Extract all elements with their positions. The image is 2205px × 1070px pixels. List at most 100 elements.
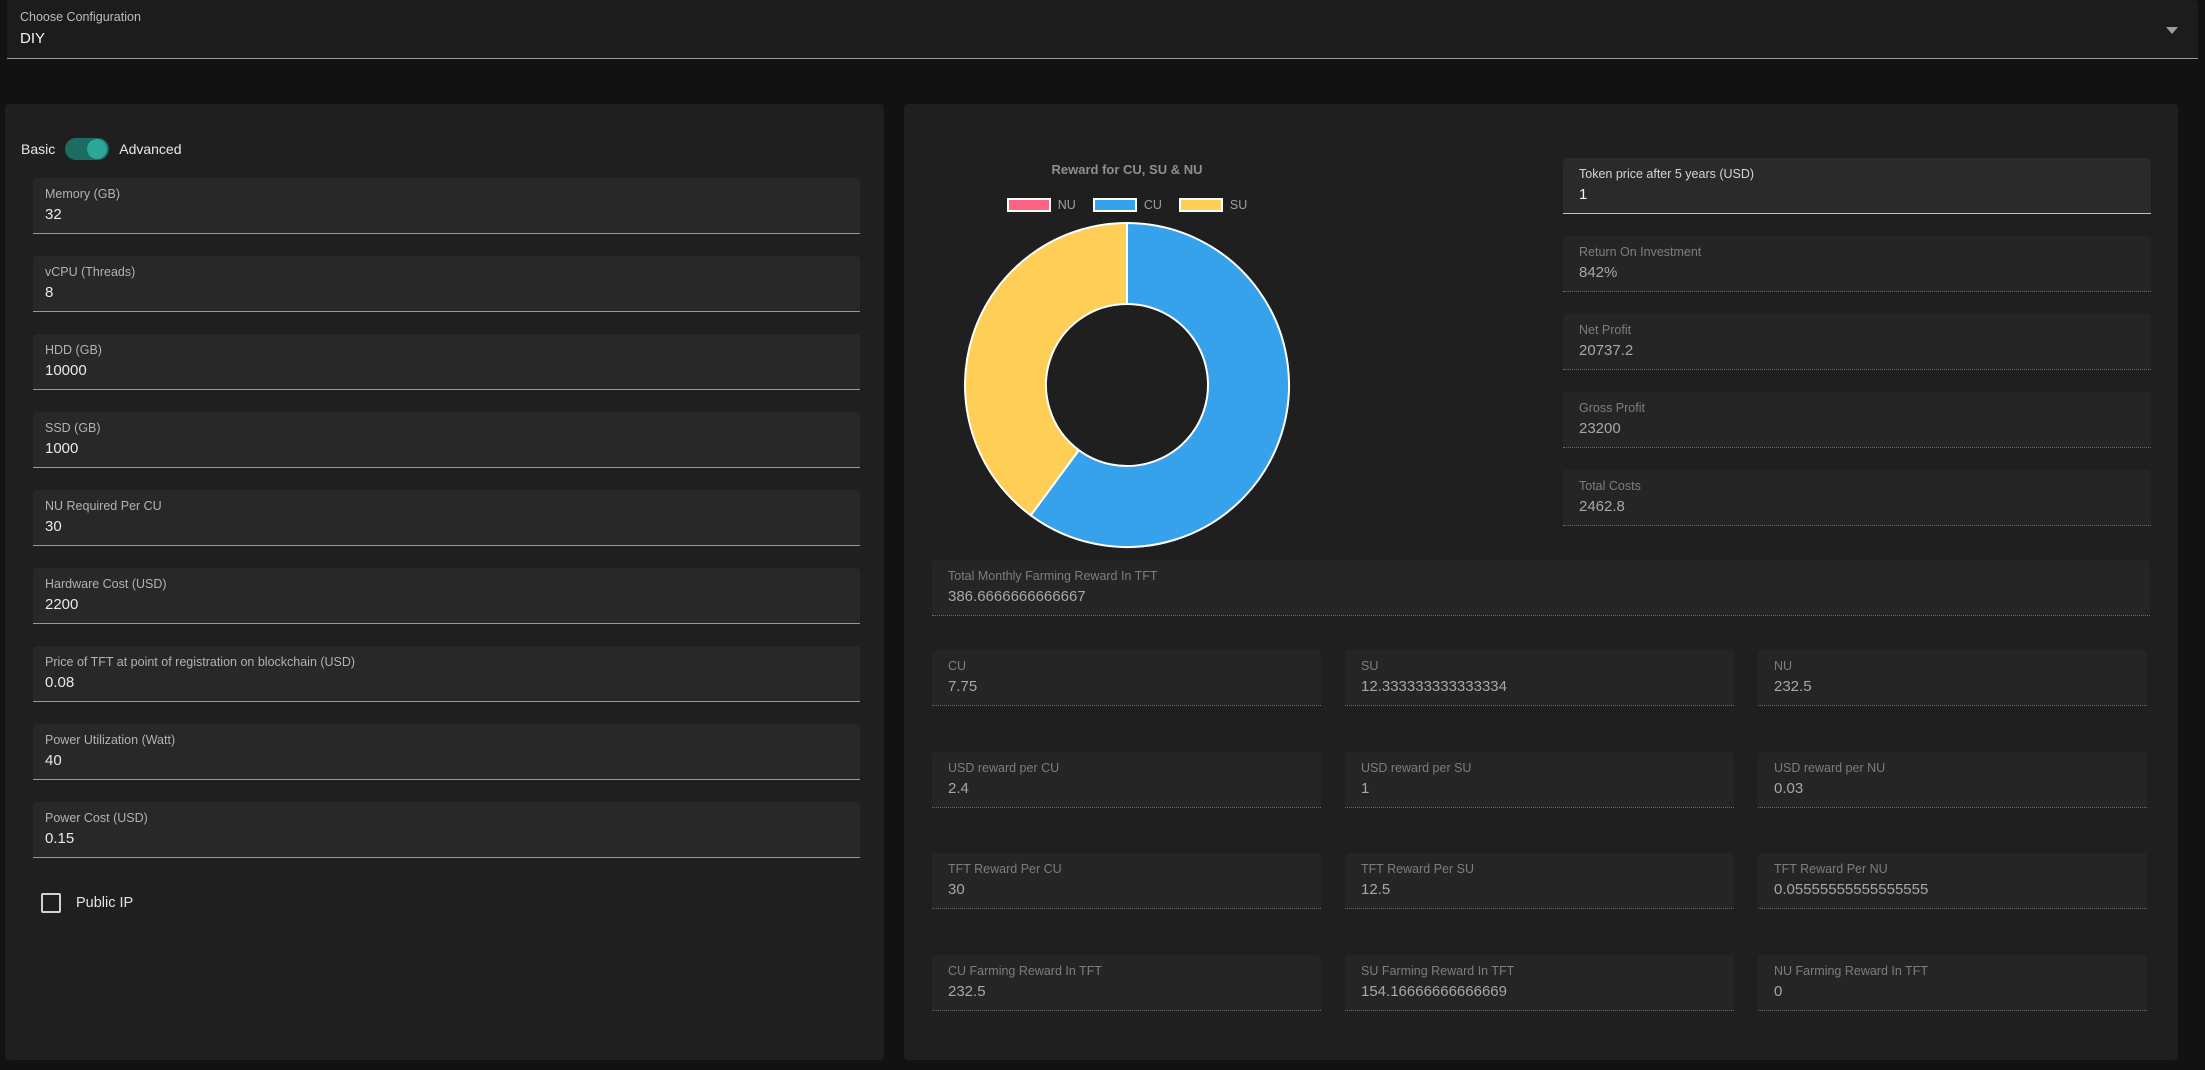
field-value: 1000 — [45, 440, 79, 457]
field-label: TFT Reward Per SU — [1361, 862, 1474, 876]
result-total-monthly-reward: Total Monthly Farming Reward In TFT 386.… — [932, 560, 2150, 616]
field-label: Token price after 5 years (USD) — [1579, 167, 1755, 181]
inputs-panel: Basic Advanced Memory (GB) 32 vCPU (Thre… — [5, 104, 884, 1060]
field-label: Power Utilization (Watt) — [45, 733, 176, 747]
field-value: 0.15 — [45, 830, 75, 847]
result-tft-reward-per-nu: TFT Reward Per NU 0.05555555555555555 — [1758, 853, 2147, 909]
toggle-label-advanced[interactable]: Advanced — [119, 141, 182, 157]
field-label: Net Profit — [1579, 323, 1632, 337]
input-field-nu-required-per-cu[interactable]: NU Required Per CU 30 — [33, 490, 860, 546]
field-value: 12.5 — [1361, 881, 1391, 898]
result-su: SU 12.333333333333334 — [1345, 650, 1734, 706]
doughnut-slice-su[interactable] — [964, 222, 1128, 517]
configuration-select-value: DIY — [20, 30, 46, 47]
field-value: 8 — [45, 284, 54, 301]
field-value: 7.75 — [948, 678, 978, 695]
field-label: Memory (GB) — [45, 187, 120, 201]
field-label: USD reward per NU — [1774, 761, 1886, 775]
field-value: 232.5 — [1774, 678, 1812, 695]
field-value: 386.6666666666667 — [948, 588, 1086, 605]
result-tft-reward-per-cu: TFT Reward Per CU 30 — [932, 853, 1321, 909]
field-label: Total Costs — [1579, 479, 1641, 493]
field-value: 23200 — [1579, 420, 1621, 437]
field-label: Total Monthly Farming Reward In TFT — [948, 569, 1158, 583]
field-value: 12.333333333333334 — [1361, 678, 1507, 695]
field-label: HDD (GB) — [45, 343, 102, 357]
field-label: NU Farming Reward In TFT — [1774, 964, 1928, 978]
field-value: 1 — [1579, 186, 1588, 203]
input-field-memory[interactable]: Memory (GB) 32 — [33, 178, 860, 234]
basic-advanced-toggle[interactable] — [65, 138, 110, 160]
field-label: vCPU (Threads) — [45, 265, 136, 279]
field-value: 20737.2 — [1579, 342, 1634, 359]
field-label: Hardware Cost (USD) — [45, 577, 167, 591]
doughnut-chart — [964, 222, 1291, 548]
configuration-select-label: Choose Configuration — [20, 10, 141, 24]
chart-legend: NU CU SU — [927, 198, 1327, 212]
field-label: Return On Investment — [1579, 245, 1702, 259]
legend-item-cu[interactable]: CU — [1092, 198, 1162, 212]
input-field-hdd[interactable]: HDD (GB) 10000 — [33, 334, 860, 390]
result-tft-reward-per-su: TFT Reward Per SU 12.5 — [1345, 853, 1734, 909]
field-value: 154.16666666666669 — [1361, 983, 1507, 1000]
field-label: NU — [1774, 659, 1793, 673]
result-su-farming-reward: SU Farming Reward In TFT 154.16666666666… — [1345, 955, 1734, 1011]
field-label: USD reward per CU — [948, 761, 1060, 775]
field-value: 2200 — [45, 596, 79, 613]
result-total-costs: Total Costs 2462.8 — [1563, 470, 2151, 526]
result-cu: CU 7.75 — [932, 650, 1321, 706]
doughnut-slice-cu[interactable] — [1029, 222, 1291, 548]
field-label: TFT Reward Per CU — [948, 862, 1062, 876]
input-field-vcpu[interactable]: vCPU (Threads) 8 — [33, 256, 860, 312]
mode-toggle-row: Basic Advanced — [21, 135, 182, 163]
field-label: CU — [948, 659, 967, 673]
result-usd-reward-per-cu: USD reward per CU 2.4 — [932, 752, 1321, 808]
field-label: SU Farming Reward In TFT — [1361, 964, 1515, 978]
chart-title: Reward for CU, SU & NU — [1051, 162, 1203, 177]
public-ip-checkbox-row[interactable]: Public IP — [41, 893, 133, 913]
result-usd-reward-per-su: USD reward per SU 1 — [1345, 752, 1734, 808]
legend-item-su[interactable]: SU — [1178, 198, 1248, 212]
legend-label: SU — [1229, 198, 1248, 212]
field-value: 2462.8 — [1579, 498, 1625, 515]
field-value: 40 — [45, 752, 62, 769]
result-cu-farming-reward: CU Farming Reward In TFT 232.5 — [932, 955, 1321, 1011]
public-ip-checkbox[interactable] — [41, 893, 61, 913]
field-label: SU — [1361, 659, 1379, 673]
field-label: Price of TFT at point of registration on… — [45, 655, 356, 669]
field-value: 0.05555555555555555 — [1774, 881, 1929, 898]
field-value: 30 — [45, 518, 62, 535]
legend-label: CU — [1143, 198, 1162, 212]
result-usd-reward-per-nu: USD reward per NU 0.03 — [1758, 752, 2147, 808]
result-gross-profit: Gross Profit 23200 — [1563, 392, 2151, 448]
result-nu-farming-reward: NU Farming Reward In TFT 0 — [1758, 955, 2147, 1011]
field-label: CU Farming Reward In TFT — [948, 964, 1102, 978]
field-value: 10000 — [45, 362, 87, 379]
toggle-label-basic[interactable]: Basic — [21, 141, 56, 157]
field-label: USD reward per SU — [1361, 761, 1472, 775]
nu-swatch-icon — [1006, 198, 1051, 212]
legend-label: NU — [1057, 198, 1076, 212]
configuration-select[interactable]: Choose Configuration DIY — [7, 0, 2198, 59]
toggle-thumb — [87, 139, 108, 159]
input-field-ssd[interactable]: SSD (GB) 1000 — [33, 412, 860, 468]
legend-item-nu[interactable]: NU — [1006, 198, 1076, 212]
field-value: 842% — [1579, 264, 1618, 281]
input-field-token-price[interactable]: Token price after 5 years (USD) 1 — [1563, 158, 2151, 214]
input-field-power-utilization[interactable]: Power Utilization (Watt) 40 — [33, 724, 860, 780]
chevron-down-icon[interactable] — [2166, 27, 2178, 34]
su-swatch-icon — [1178, 198, 1223, 212]
input-field-hardware-cost[interactable]: Hardware Cost (USD) 2200 — [33, 568, 860, 624]
field-value: 0.03 — [1774, 780, 1804, 797]
field-label: Power Cost (USD) — [45, 811, 148, 825]
result-return-on-investment: Return On Investment 842% — [1563, 236, 2151, 292]
input-field-tft-price[interactable]: Price of TFT at point of registration on… — [33, 646, 860, 702]
field-value: 0 — [1774, 983, 1783, 1000]
field-value: 32 — [45, 206, 62, 223]
field-label: NU Required Per CU — [45, 499, 162, 513]
result-net-profit: Net Profit 20737.2 — [1563, 314, 2151, 370]
field-label: TFT Reward Per NU — [1774, 862, 1888, 876]
results-panel: Reward for CU, SU & NU NU CU SU Token pr… — [904, 104, 2178, 1060]
input-field-power-cost[interactable]: Power Cost (USD) 0.15 — [33, 802, 860, 858]
